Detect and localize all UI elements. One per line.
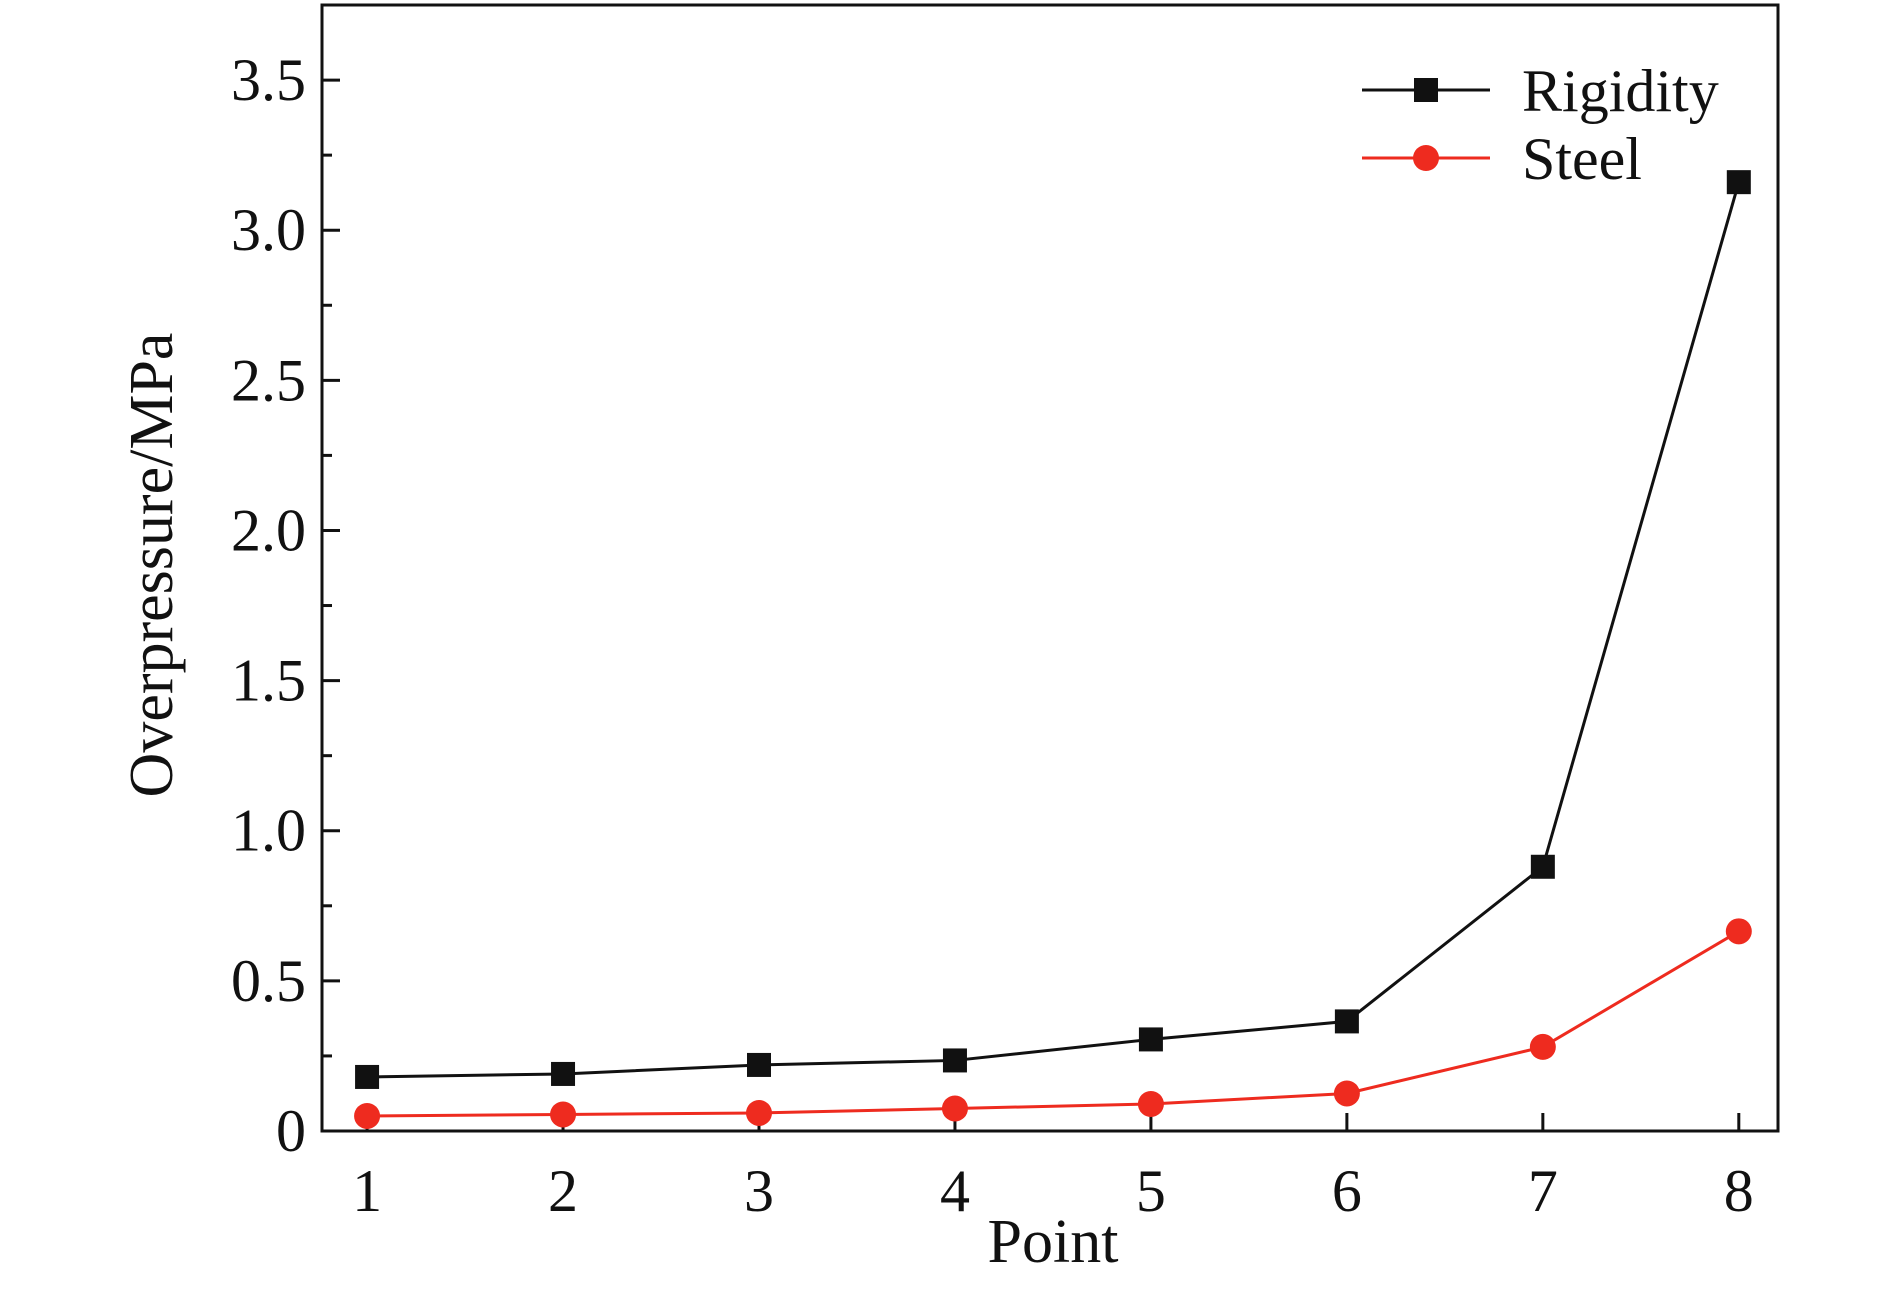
- y-axis-title: Overpressure/MPa: [118, 333, 186, 798]
- x-tick-label: 7: [1528, 1158, 1558, 1224]
- legend-marker-steel: [1413, 145, 1439, 171]
- data-point-steel: [1333, 1080, 1360, 1107]
- legend-item-rigidity: Rigidity: [1362, 58, 1719, 124]
- data-point-rigidity: [355, 1064, 380, 1089]
- x-tick-label: 8: [1724, 1158, 1754, 1224]
- plot-frame: [320, 3, 1780, 1133]
- y-axis: 0 0.5 1.0 1.5 2.0 2.5 3.0 3.5: [231, 47, 340, 1164]
- data-point-rigidity: [551, 1061, 576, 1086]
- data-point-rigidity: [1726, 170, 1751, 195]
- data-point-rigidity: [1334, 1009, 1359, 1034]
- legend-item-steel: Steel: [1362, 126, 1642, 192]
- x-tick-label: 5: [1136, 1158, 1166, 1224]
- x-tick-label: 2: [548, 1158, 578, 1224]
- series-rigidity: [355, 170, 1751, 1089]
- y-tick-label: 3.5: [231, 47, 306, 113]
- series-line-rigidity: [367, 181, 1741, 1079]
- data-point-steel: [1529, 1033, 1556, 1060]
- data-point-steel: [941, 1095, 968, 1122]
- x-tick-label: 4: [940, 1158, 970, 1224]
- series-steel: [354, 918, 1752, 1129]
- plot-frame-border: [320, 3, 1780, 1133]
- data-point-rigidity: [746, 1052, 771, 1077]
- series-line-steel: [367, 930, 1740, 1118]
- data-point-steel: [745, 1099, 772, 1126]
- x-tick-label: 1: [352, 1158, 382, 1224]
- data-point-rigidity: [942, 1048, 967, 1073]
- legend-label-rigidity: Rigidity: [1522, 58, 1719, 124]
- data-point-steel: [1137, 1090, 1164, 1117]
- x-tick-label: 3: [744, 1158, 774, 1224]
- y-tick-label: 1.5: [231, 648, 306, 714]
- y-tick-label: 0.5: [231, 948, 306, 1014]
- data-point-rigidity: [1530, 854, 1555, 879]
- data-point-steel: [1725, 918, 1752, 945]
- series-layer: [354, 170, 1752, 1129]
- y-tick-label: 0: [276, 1098, 306, 1164]
- legend-marker-rigidity: [1414, 78, 1438, 102]
- y-tick-label: 2.0: [231, 497, 306, 563]
- y-tick-label: 3.0: [231, 197, 306, 263]
- data-point-steel: [354, 1102, 381, 1129]
- data-point-steel: [550, 1101, 577, 1128]
- data-point-rigidity: [1138, 1027, 1163, 1052]
- x-tick-label: 6: [1332, 1158, 1362, 1224]
- y-tick-label: 2.5: [231, 347, 306, 413]
- y-tick-label: 1.0: [231, 798, 306, 864]
- x-axis-title: Point: [988, 1208, 1119, 1276]
- legend-label-steel: Steel: [1522, 126, 1642, 192]
- x-axis: 1 2 3 4 5 6 7 8: [352, 1113, 1754, 1224]
